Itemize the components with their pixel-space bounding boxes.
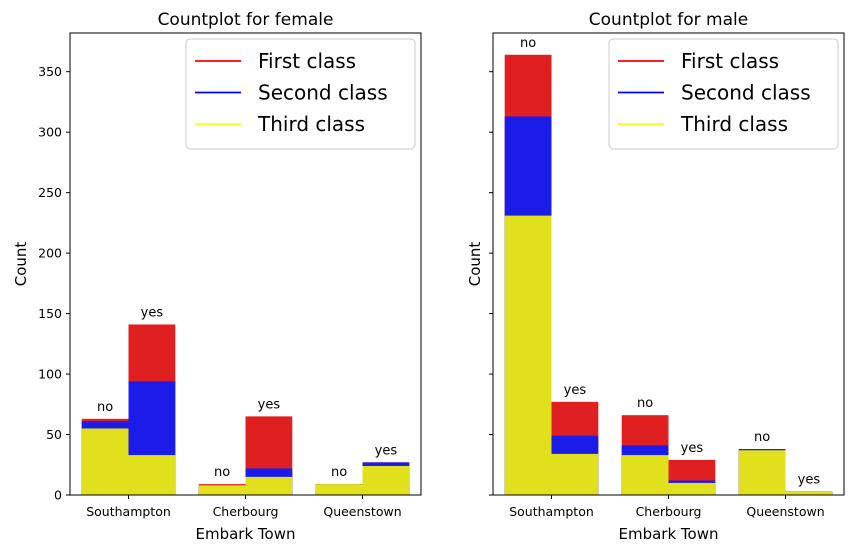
x-tick-label: Southampton	[86, 504, 171, 519]
legend-label-second-class: Second class	[681, 81, 811, 105]
x-tick-label: Queenstown	[323, 504, 401, 519]
y-axis-label: Count	[12, 242, 30, 287]
y-tick-label: 100	[38, 367, 62, 382]
bar-label-yes-cherbourg: yes	[258, 397, 281, 412]
y-axis-label: Count	[466, 242, 484, 287]
bar-third-class-yes-southampton	[551, 453, 599, 495]
bar-third-class-yes-cherbourg	[668, 482, 716, 495]
x-tick-label: Southampton	[509, 504, 594, 519]
x-tick-label: Queenstown	[746, 504, 824, 519]
legend-label-first-class: First class	[681, 49, 779, 73]
legend: First class Second class Third class	[185, 38, 416, 150]
bar-third-class-yes-queenstown	[362, 465, 410, 495]
y-tick-label: 300	[38, 125, 62, 140]
bar-label-no-southampton: no	[520, 36, 536, 51]
legend-label-third-class: Third class	[680, 112, 788, 136]
bar-label-no-queenstown: no	[331, 465, 347, 480]
chart-title: Countplot for male	[589, 10, 748, 30]
bar-third-class-no-southampton	[504, 215, 552, 495]
bar-third-class-no-cherbourg	[198, 485, 246, 495]
bar-third-class-no-queenstown	[315, 484, 363, 495]
bar-label-yes-southampton: yes	[564, 383, 587, 398]
y-tick-label: 150	[38, 306, 62, 321]
x-axis-label: Embark Town	[619, 525, 719, 543]
legend-box	[185, 38, 416, 150]
x-tick-label: Cherbourg	[213, 504, 279, 519]
legend-label-second-class: Second class	[258, 81, 388, 105]
bar-label-no-cherbourg: no	[637, 396, 653, 411]
bar-third-class-yes-queenstown	[785, 491, 833, 495]
bar-third-class-yes-cherbourg	[245, 476, 293, 495]
bar-label-yes-cherbourg: yes	[681, 441, 704, 456]
bar-third-class-yes-southampton	[128, 455, 176, 495]
bar-third-class-no-cherbourg	[621, 455, 669, 495]
y-tick-label: 250	[38, 185, 62, 200]
x-tick-label: Cherbourg	[636, 504, 702, 519]
bar-label-no-queenstown: no	[754, 430, 770, 445]
legend-box	[608, 38, 839, 150]
bar-label-yes-queenstown: yes	[798, 472, 821, 487]
chart-panel-1: no no no yes yes yes 0 50 100 150 200 250 300 350 Sout…	[12, 10, 422, 543]
x-axis-label: Embark Town	[196, 525, 296, 543]
legend: First class Second class Third class	[608, 38, 839, 150]
legend-label-first-class: First class	[258, 49, 356, 73]
bar-label-no-southampton: no	[97, 400, 113, 415]
bar-third-class-no-southampton	[81, 428, 129, 495]
bar-label-no-cherbourg: no	[214, 465, 230, 480]
bar-third-class-no-queenstown	[738, 450, 786, 495]
chart-title: Countplot for female	[158, 10, 334, 30]
y-tick-label: 0	[54, 488, 62, 503]
y-tick-label: 50	[46, 427, 62, 442]
chart-panel-2: no no no yes yes yes Southampton Cherbourg Queen…	[466, 10, 845, 543]
y-tick-label: 200	[38, 246, 62, 261]
bar-label-yes-queenstown: yes	[375, 443, 398, 458]
y-tick-label: 350	[38, 64, 62, 79]
legend-label-third-class: Third class	[257, 112, 365, 136]
bar-label-yes-southampton: yes	[141, 305, 164, 320]
